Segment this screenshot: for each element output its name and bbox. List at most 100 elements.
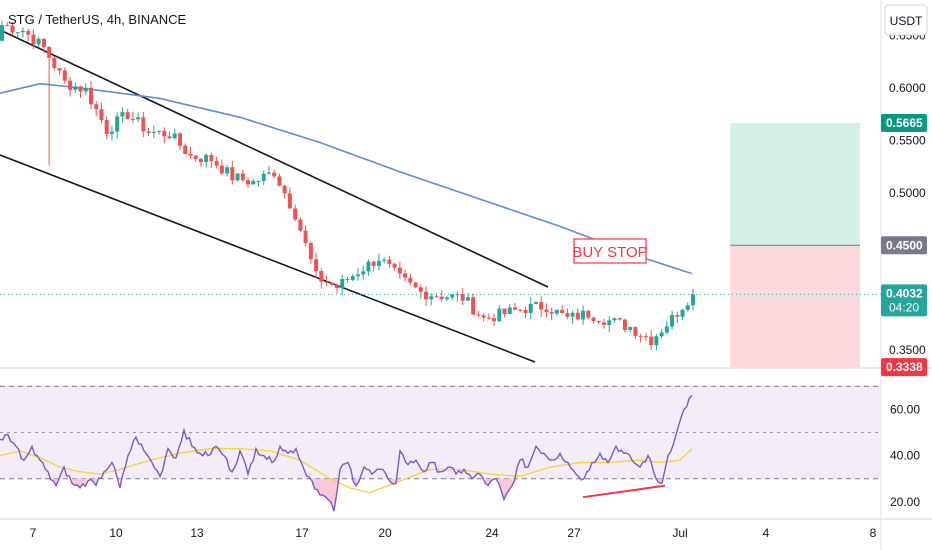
time-tick-label: 24 [485, 526, 499, 540]
candle [528, 296, 533, 320]
candle-body [602, 322, 607, 325]
candle-body [350, 276, 355, 280]
candle [282, 184, 287, 199]
candle [335, 283, 340, 294]
candle-body [88, 87, 93, 105]
candle-body [99, 109, 104, 121]
candle [350, 273, 355, 282]
candle-body [628, 327, 633, 330]
candle-body [319, 271, 324, 282]
candle [617, 317, 622, 321]
candle [272, 169, 277, 179]
candle [539, 295, 544, 317]
candle-body [340, 279, 345, 288]
candle [434, 293, 439, 298]
candle [303, 225, 308, 247]
candle-body [345, 279, 350, 281]
time-axis[interactable]: 7 10 13 17 20 24 27 Jul 4 8 [30, 526, 877, 540]
candle [10, 22, 15, 36]
candle [47, 46, 52, 166]
candle [403, 269, 408, 282]
candle-body [444, 297, 449, 300]
buy-stop-annotation[interactable]: BUY STOP [572, 238, 648, 264]
candle-body [612, 318, 617, 321]
candle-body [298, 219, 303, 231]
candle-body [83, 87, 88, 92]
candle-body [581, 310, 586, 320]
candle-body [685, 305, 690, 310]
candle [172, 128, 177, 140]
candle [36, 36, 41, 48]
candle [670, 310, 675, 330]
candle [329, 282, 334, 287]
candle-body [586, 310, 591, 318]
candle-body [560, 309, 565, 314]
candle-body [282, 185, 287, 194]
candle-body [460, 294, 465, 301]
candle [465, 293, 470, 302]
candle [513, 302, 518, 311]
candle-body [528, 303, 533, 313]
candle [167, 131, 172, 140]
candle [193, 155, 198, 162]
candle [397, 261, 402, 279]
candle-body [214, 161, 219, 166]
candle [188, 146, 193, 160]
candle [518, 309, 523, 313]
candle [523, 306, 528, 318]
candle-body [5, 25, 10, 27]
candle [266, 165, 271, 175]
rsi-tick-label: 40.00 [890, 449, 920, 463]
candle [460, 288, 465, 306]
candle-body [418, 287, 423, 292]
price-tag-label: 0.4032 [886, 286, 923, 300]
candle-body [162, 130, 167, 137]
bullish-divergence-line[interactable] [582, 484, 666, 499]
candle-body [434, 296, 439, 298]
candle [219, 159, 224, 175]
candle-body [476, 314, 481, 316]
candle-body [41, 38, 46, 47]
candle [130, 111, 135, 124]
candle-body [654, 336, 659, 346]
candle-body [513, 307, 518, 310]
candle-body [439, 296, 444, 300]
candle-body [20, 30, 25, 33]
rsi-axis[interactable]: 60.00 40.00 20.00 [890, 402, 920, 509]
candle-body [120, 112, 125, 117]
candle [628, 326, 633, 333]
candle-body [492, 318, 497, 322]
candle-body [329, 282, 334, 285]
candle-body [539, 302, 544, 310]
candle [602, 318, 607, 329]
candle [41, 38, 46, 54]
candle-body [670, 315, 675, 327]
candle-body [31, 34, 36, 45]
candle-body [157, 130, 162, 132]
candle-body [266, 172, 271, 174]
price-tick-label: 0.6000 [889, 81, 926, 95]
candle [240, 169, 245, 182]
candle [575, 308, 580, 321]
candle-body [230, 167, 235, 181]
time-tick-label: 7 [30, 526, 37, 540]
channel-lower-trendline[interactable] [0, 154, 536, 363]
candle-body [57, 68, 62, 71]
candle-body [471, 297, 476, 315]
candle [157, 130, 162, 135]
candle [560, 305, 565, 314]
candle [622, 318, 627, 333]
candle-body [518, 309, 523, 311]
currency-button[interactable]: USDT [884, 4, 928, 36]
price-tag-box [881, 236, 927, 255]
time-tick-label: 13 [190, 526, 204, 540]
candle-body [570, 312, 575, 317]
candles [0, 20, 695, 351]
candle-body [455, 294, 460, 296]
channel-upper-trendline[interactable] [0, 29, 549, 288]
candle [26, 28, 31, 42]
candle [109, 125, 114, 141]
